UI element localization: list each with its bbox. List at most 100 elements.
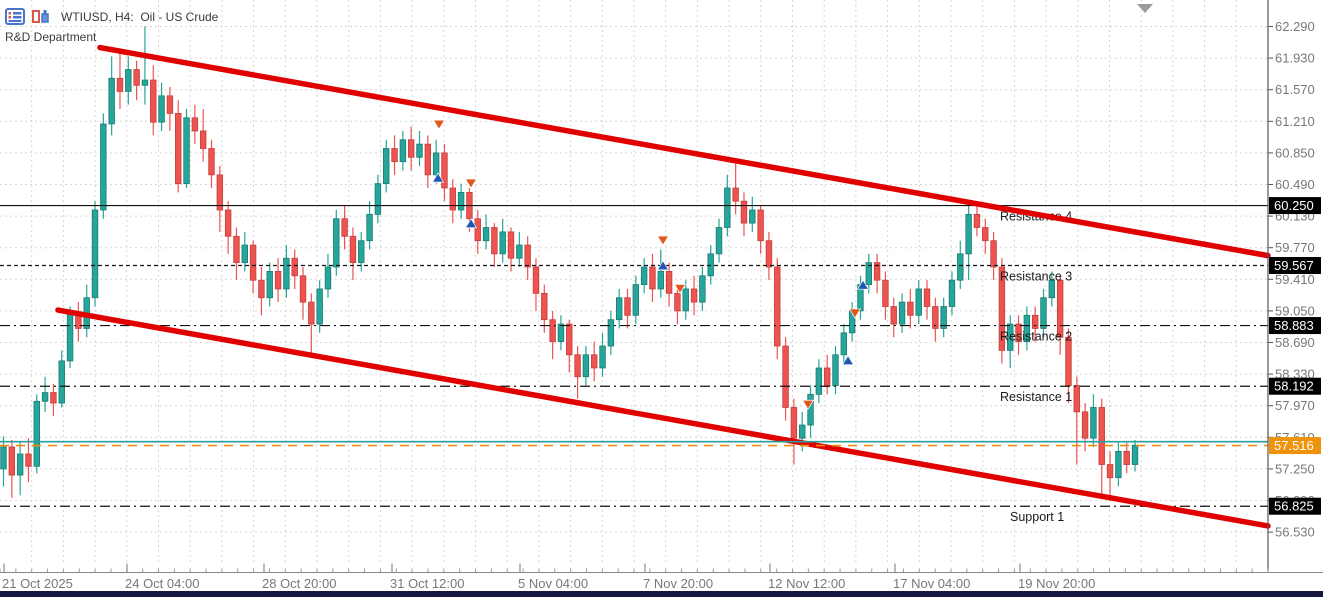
candle-down[interactable] (1098, 407, 1105, 465)
candle-up[interactable] (333, 218, 340, 268)
candle-down[interactable] (541, 292, 548, 321)
candle-down[interactable] (1123, 450, 1130, 465)
candle-up[interactable] (66, 313, 74, 362)
candle-down[interactable] (116, 77, 124, 92)
candle-up[interactable] (940, 306, 947, 329)
candle-up[interactable] (657, 271, 664, 290)
candle-up[interactable] (0, 446, 7, 470)
candle-up[interactable] (33, 400, 40, 467)
candle-up[interactable] (957, 253, 964, 281)
candle-down[interactable] (624, 297, 631, 316)
candle-up[interactable] (499, 231, 506, 255)
candle-up[interactable] (141, 79, 149, 86)
candle-down[interactable] (665, 271, 673, 294)
candle-down[interactable] (998, 266, 1006, 351)
candle-down[interactable] (890, 306, 897, 325)
candle-down[interactable] (774, 266, 781, 347)
candle-up[interactable] (183, 117, 190, 185)
trade-marker-down-icon[interactable] (673, 284, 687, 295)
candle-up[interactable] (399, 139, 407, 163)
trade-marker-down-icon[interactable] (656, 235, 670, 246)
candle-down[interactable] (50, 392, 57, 404)
candle-up[interactable] (832, 354, 839, 386)
candle-up[interactable] (1090, 407, 1097, 439)
new-chart-icon[interactable] (31, 8, 51, 25)
candle-down[interactable] (249, 244, 257, 281)
candle-down[interactable] (258, 279, 265, 299)
candle-up[interactable] (1040, 297, 1047, 329)
candle-up[interactable] (815, 367, 823, 395)
candle-down[interactable] (491, 227, 498, 255)
candle-up[interactable] (457, 192, 465, 211)
candle-up[interactable] (607, 319, 615, 347)
candle-down[interactable] (150, 79, 157, 123)
candle-down[interactable] (1073, 385, 1080, 413)
candle-down[interactable] (782, 345, 789, 408)
candle-down[interactable] (175, 113, 182, 185)
candle-up[interactable] (416, 143, 423, 158)
trade-marker-up-icon[interactable] (464, 218, 478, 229)
candle-up[interactable] (707, 253, 714, 277)
scroll-to-end-icon[interactable] (1137, 4, 1153, 13)
candle-up[interactable] (1023, 314, 1031, 343)
candle-down[interactable] (1015, 323, 1022, 343)
candle-down[interactable] (25, 453, 32, 467)
candle-up[interactable] (324, 266, 332, 290)
candle-up[interactable] (640, 266, 648, 285)
candle-down[interactable] (566, 323, 573, 356)
candle-down[interactable] (199, 130, 207, 149)
candle-down[interactable] (982, 227, 989, 242)
candle-up[interactable] (158, 95, 165, 123)
candle-down[interactable] (208, 148, 215, 176)
candle-up[interactable] (599, 345, 606, 369)
candle-down[interactable] (224, 209, 232, 237)
candle-up[interactable] (91, 209, 99, 299)
candle-down[interactable] (341, 218, 348, 237)
trade-marker-down-icon[interactable] (464, 178, 478, 189)
candle-up[interactable] (108, 77, 115, 125)
trend-channel-upper-line[interactable] (97, 44, 1271, 259)
candle-down[interactable] (391, 148, 398, 163)
candle-down[interactable] (216, 174, 224, 211)
candle-down[interactable] (549, 319, 556, 343)
candle-up[interactable] (266, 271, 273, 299)
candle-up[interactable] (1115, 450, 1122, 479)
trade-marker-down-icon[interactable] (801, 399, 815, 410)
candle-down[interactable] (907, 301, 914, 316)
candle-down[interactable] (274, 271, 282, 290)
candle-up[interactable] (1048, 279, 1056, 299)
candle-down[interactable] (166, 95, 174, 114)
candle-down[interactable] (973, 213, 981, 228)
candle-up[interactable] (865, 262, 872, 285)
candle-up[interactable] (482, 227, 490, 242)
candle-up[interactable] (1007, 323, 1014, 351)
candle-down[interactable] (923, 288, 931, 307)
candle-down[interactable] (882, 279, 889, 307)
candle-up[interactable] (100, 123, 107, 211)
trade-marker-down-icon[interactable] (432, 119, 446, 130)
candle-up[interactable] (632, 284, 640, 316)
trade-marker-up-icon[interactable] (656, 260, 670, 271)
candle-up[interactable] (840, 332, 848, 356)
candle-down[interactable] (873, 262, 881, 281)
candle-down[interactable] (407, 139, 415, 158)
candle-up[interactable] (41, 392, 49, 402)
candle-down[interactable] (133, 69, 140, 86)
candle-up[interactable] (383, 148, 390, 185)
candle-down[interactable] (299, 275, 307, 303)
trend-channel-lower-line[interactable] (55, 307, 1271, 529)
candle-up[interactable] (715, 227, 723, 255)
candle-down[interactable] (674, 292, 681, 312)
market-watch-icon[interactable] (5, 8, 25, 25)
candle-up[interactable] (241, 244, 248, 264)
candle-down[interactable] (765, 240, 773, 268)
candle-down[interactable] (308, 301, 315, 325)
candle-up[interactable] (799, 424, 806, 439)
candle-down[interactable] (441, 152, 448, 189)
candle-up[interactable] (557, 323, 565, 343)
candle-up[interactable] (807, 393, 814, 426)
candle-up[interactable] (374, 183, 382, 215)
candle-down[interactable] (532, 266, 540, 294)
candle-down[interactable] (474, 218, 481, 242)
